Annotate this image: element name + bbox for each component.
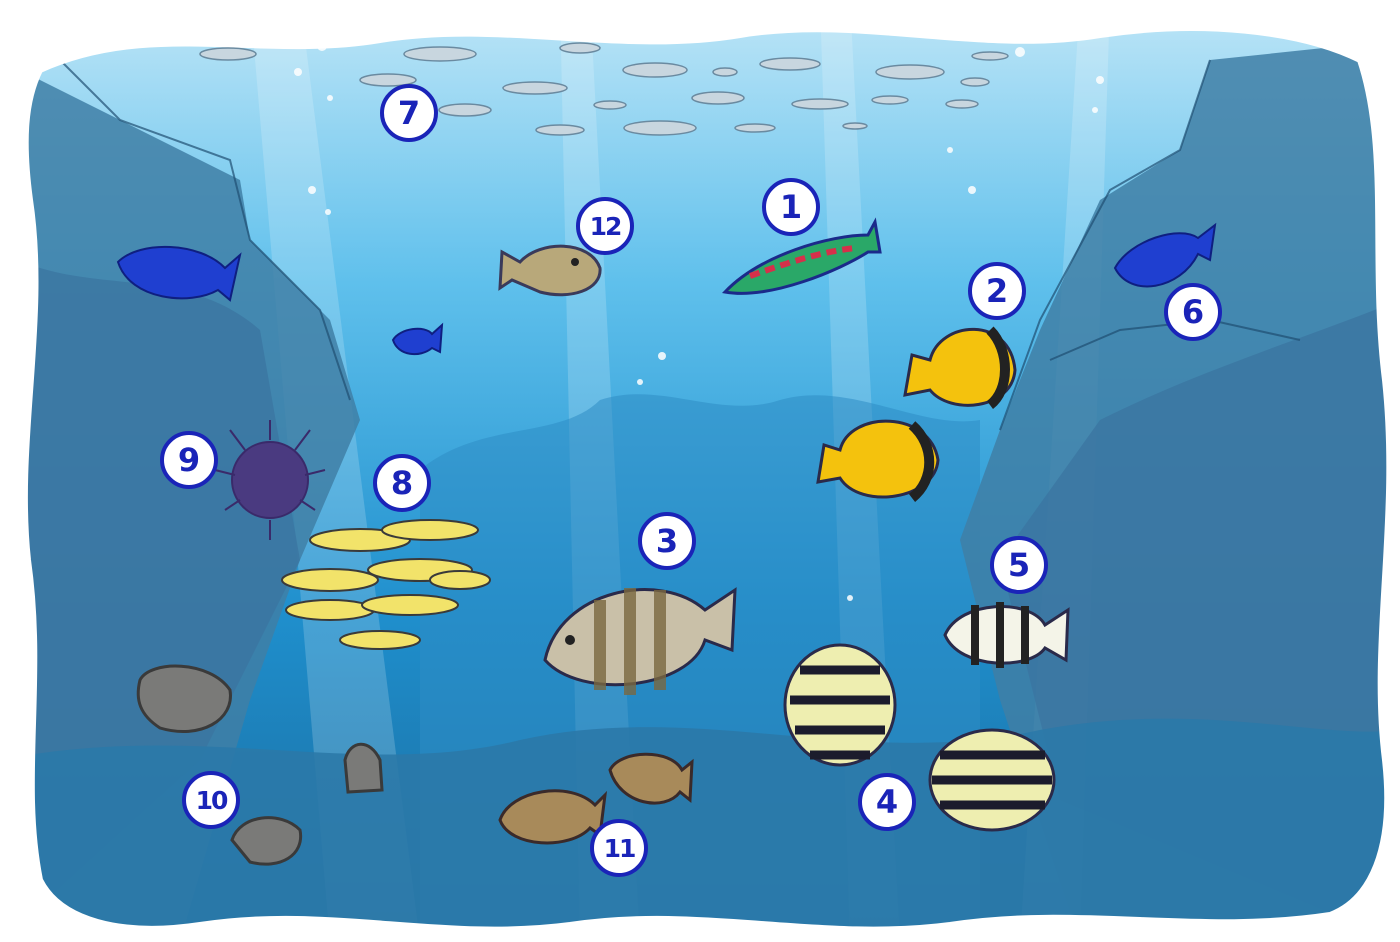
number-badge-10: 10: [182, 771, 240, 829]
striped-school-icon: [281, 519, 491, 650]
shell-icon: [136, 664, 384, 866]
wrasse-icon: [721, 217, 882, 295]
urchin-icon: [214, 420, 326, 540]
moorish-fish-icon: [783, 643, 1056, 832]
number-badge-5: 5: [990, 536, 1048, 594]
butterflyfish-icon: [816, 326, 1017, 502]
bubbles: [294, 41, 1104, 601]
grunt-icon: [543, 587, 737, 695]
number-badge-11: 11: [590, 819, 648, 877]
number-badge-8: 8: [373, 454, 431, 512]
number-badge-3: 3: [638, 512, 696, 570]
number-badge-4: 4: [858, 773, 916, 831]
scene-border: [21, 25, 1393, 933]
number-badge-2: 2: [968, 262, 1026, 320]
sergeant-fish-icon: [943, 602, 1070, 668]
boxfish-icon: [498, 244, 602, 297]
fish-school-icon: [199, 42, 1009, 136]
number-badge-12: 12: [576, 197, 634, 255]
number-badge-1: 1: [762, 178, 820, 236]
damselfish-icon: [116, 222, 1217, 356]
number-badge-9: 9: [160, 431, 218, 489]
number-badge-6: 6: [1164, 283, 1222, 341]
number-badge-7: 7: [380, 84, 438, 142]
filefish-icon: [498, 752, 694, 845]
